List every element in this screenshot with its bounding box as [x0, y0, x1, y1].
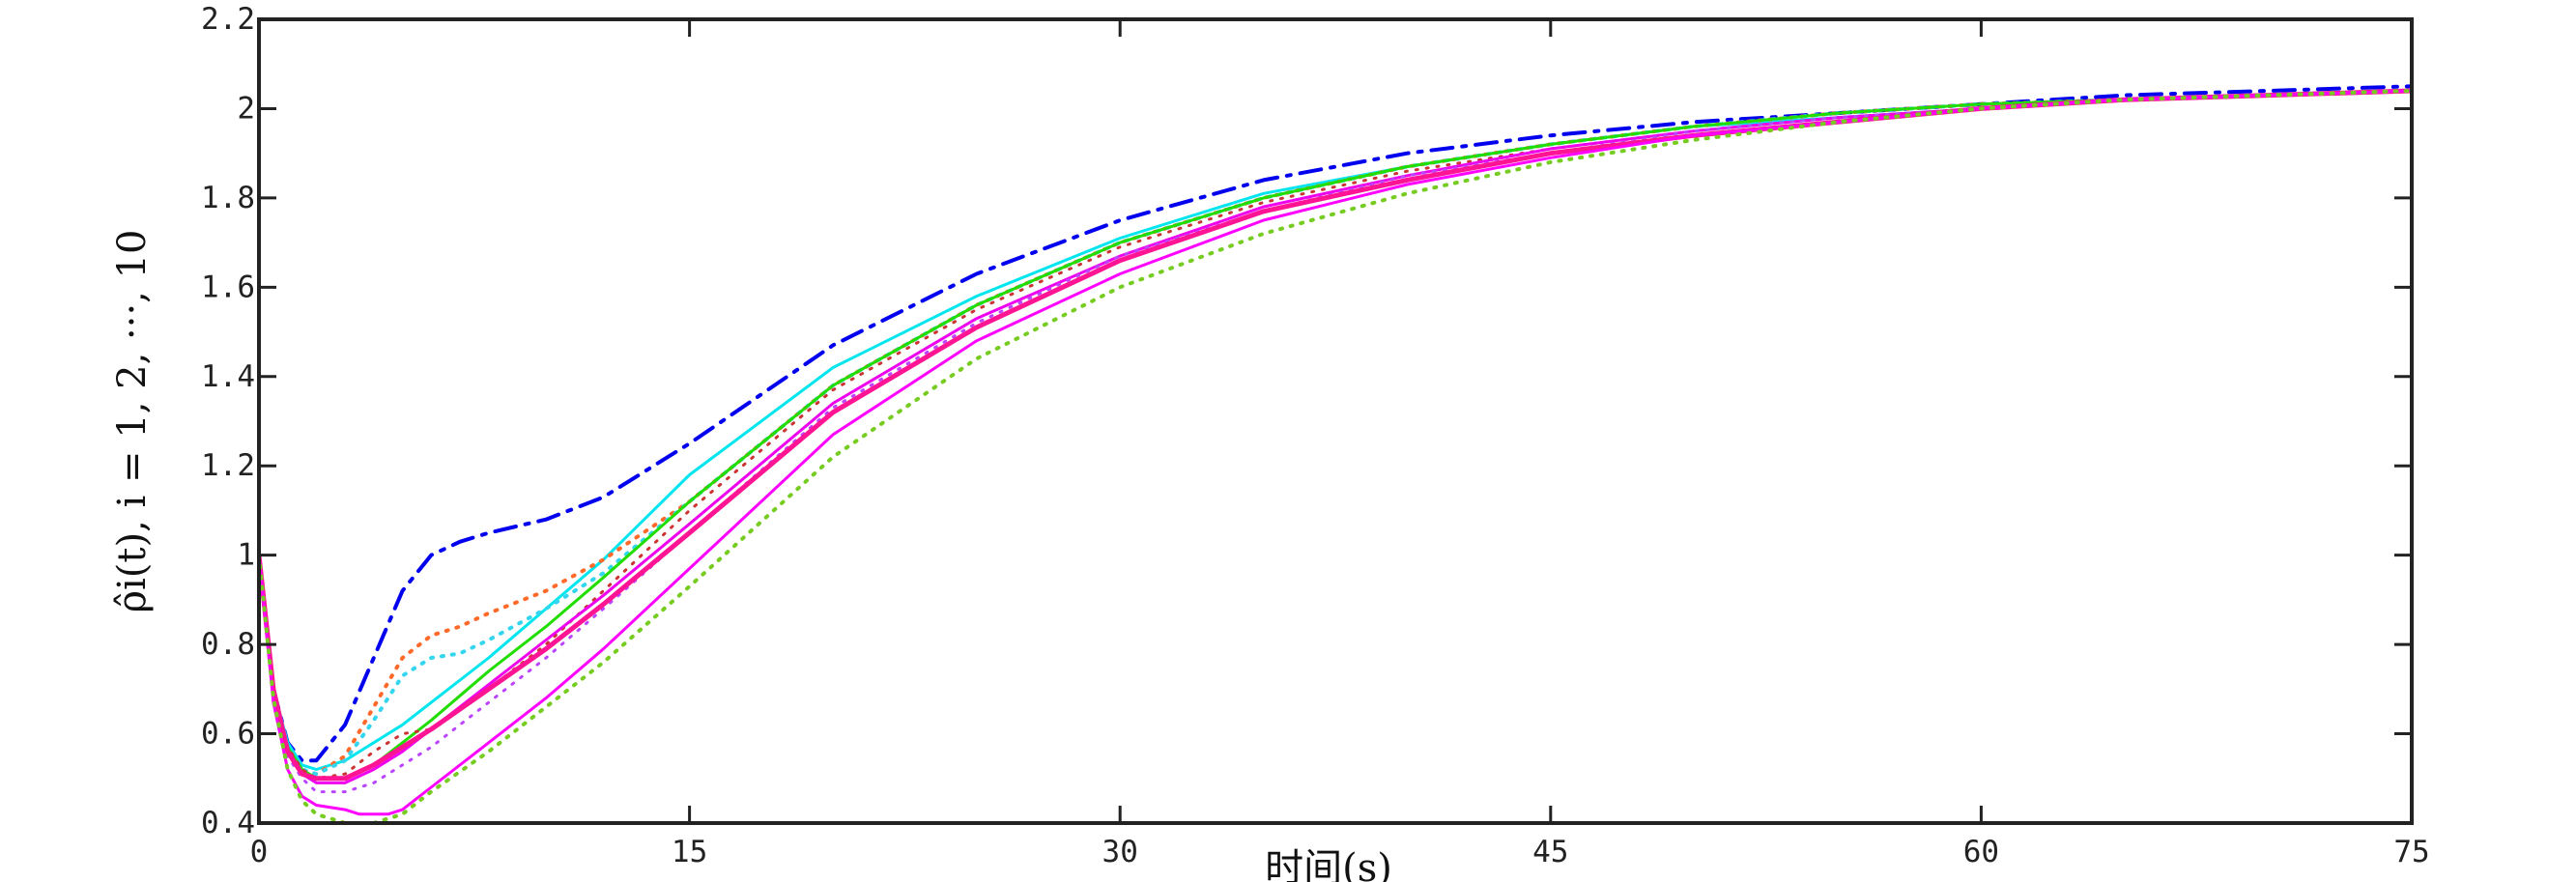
y-tick-label: 1.2: [201, 448, 255, 483]
x-tick-label: 15: [672, 835, 707, 869]
y-tick-label: 1.4: [201, 359, 255, 394]
y-tick-label: 1: [237, 538, 255, 573]
y-tick-label: 0.4: [201, 806, 255, 840]
x-tick-label: 30: [1102, 835, 1138, 869]
series-line-7: [259, 89, 2412, 784]
y-tick-label: 2: [237, 91, 255, 126]
y-tick-label: 1.8: [201, 181, 255, 215]
series-line-9: [259, 88, 2412, 782]
y-tick-label: 1.6: [201, 270, 255, 304]
y-tick-labels: 0.4 0.6 0.8 1 1.2 1.4 1.6 1.8 2 2.2: [201, 2, 255, 840]
y-tick-label: 0.8: [201, 627, 255, 662]
tick-layer: [257, 17, 2414, 825]
x-tick-label: 75: [2393, 835, 2429, 869]
y-tick-label: 2.2: [201, 2, 255, 37]
x-tick-label: 60: [1963, 835, 1999, 869]
series-layer: [259, 84, 2412, 823]
x-tick-label: 45: [1532, 835, 1568, 869]
series-line-11: [259, 89, 2412, 823]
series-line-10: [259, 89, 2412, 816]
plot-frame: [257, 17, 2414, 825]
y-axis-title: ρ̂i(t), i = 1, 2, ···, 10: [110, 230, 155, 613]
x-tick-label: 0: [250, 835, 269, 869]
x-axis-title: 时间(s): [1265, 846, 1392, 882]
y-tick-label: 0.6: [201, 717, 255, 752]
x-tick-labels: 0 15 30 45 60 75: [250, 835, 2430, 869]
series-line-1: [259, 84, 2412, 763]
